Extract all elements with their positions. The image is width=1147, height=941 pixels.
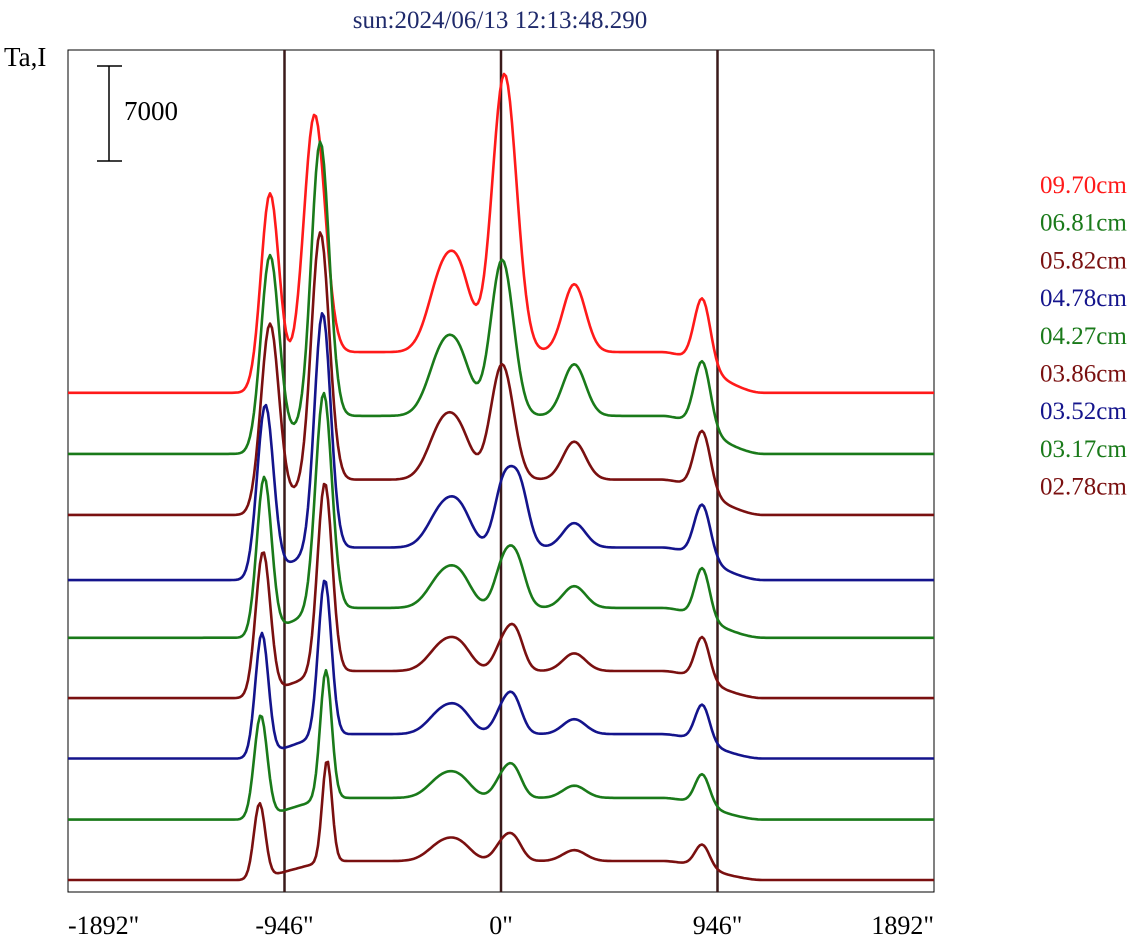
series-line-09.70cm <box>68 72 934 395</box>
legend-entry-03.17cm: 03.17cm <box>1040 436 1127 463</box>
legend-entry-09.70cm: 09.70cm <box>1040 172 1127 199</box>
legend-entry-04.27cm: 04.27cm <box>1040 323 1127 350</box>
x-tick-label-1: -946" <box>255 911 313 940</box>
series-line-02.78cm <box>68 760 934 882</box>
scale-bar-label: 7000 <box>124 96 178 126</box>
legend-entry-06.81cm: 06.81cm <box>1040 210 1127 237</box>
x-tick-label-0: -1892" <box>68 911 139 940</box>
vertical-reference-lines <box>283 50 719 892</box>
series-line-03.52cm <box>68 579 934 760</box>
legend-entry-04.78cm: 04.78cm <box>1040 285 1127 312</box>
series-line-06.81cm <box>68 140 934 456</box>
legend: 09.70cm 06.81cm 05.82cm 04.78cm 04.27cm 03.86… <box>1040 172 1127 501</box>
series-line-03.86cm <box>68 482 934 700</box>
legend-entry-03.86cm: 03.86cm <box>1040 361 1127 388</box>
x-tick-label-3: 946" <box>693 911 743 940</box>
series-line-05.82cm <box>68 231 934 517</box>
x-tick-label-4: 1892" <box>871 911 934 940</box>
legend-entry-02.78cm: 02.78cm <box>1040 474 1127 501</box>
scale-bar <box>97 65 122 162</box>
series-line-03.17cm <box>68 668 934 821</box>
legend-entry-03.52cm: 03.52cm <box>1040 398 1127 425</box>
series-line-04.27cm <box>68 391 934 640</box>
series-lines <box>68 72 934 882</box>
y-axis-label: Ta,I <box>4 42 46 72</box>
x-tick-label-2: 0" <box>489 911 513 940</box>
x-tick-labels: -1892" -946" 0" 946" 1892" <box>68 911 934 940</box>
series-line-04.78cm <box>68 311 934 582</box>
chart-title: sun:2024/06/13 12:13:48.290 <box>353 7 647 34</box>
legend-entry-05.82cm: 05.82cm <box>1040 247 1127 274</box>
